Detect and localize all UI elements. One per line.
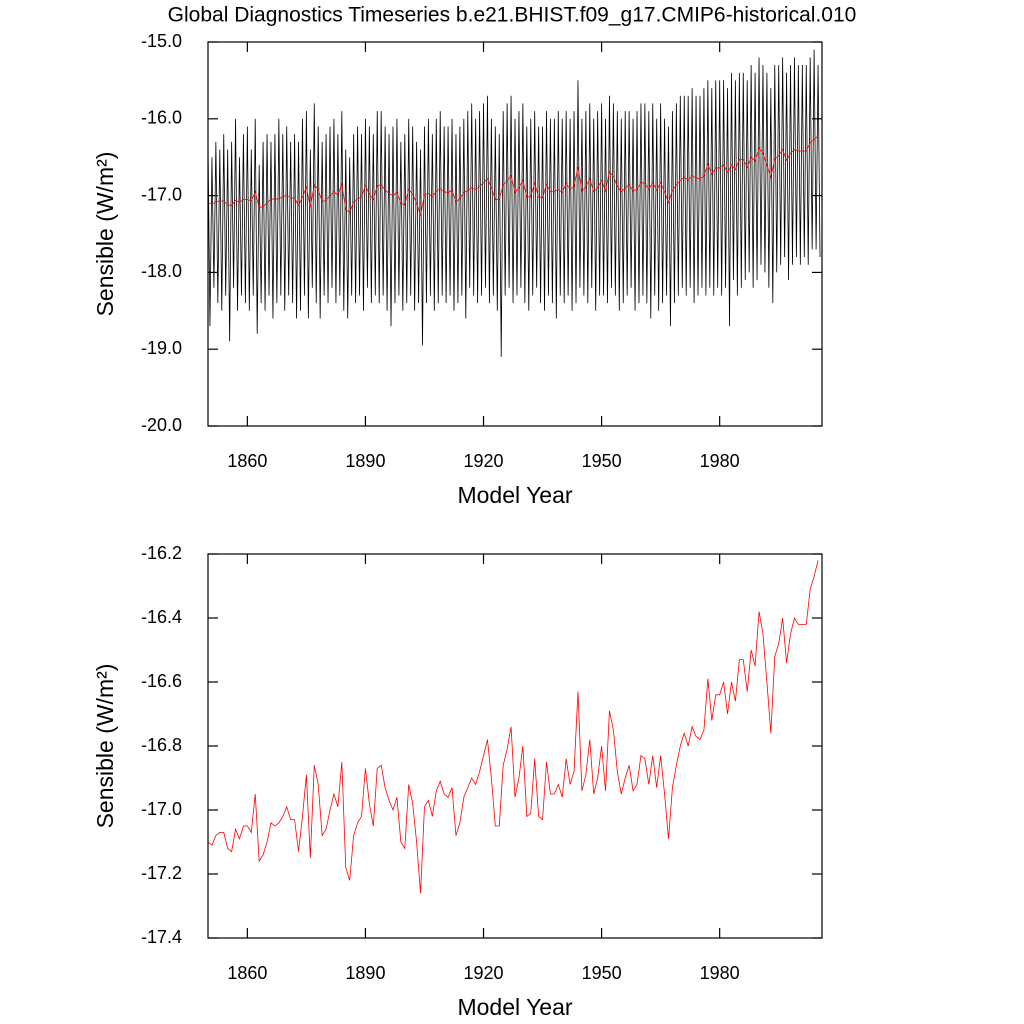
y-tick-label: -17.2 bbox=[141, 863, 182, 883]
x-tick-label: 1950 bbox=[582, 451, 622, 471]
x-tick-label: 1920 bbox=[463, 451, 503, 471]
y-axis-label: Sensible (W/m²) bbox=[92, 152, 118, 317]
x-tick-label: 1890 bbox=[345, 963, 385, 983]
y-tick-label: -18.0 bbox=[141, 261, 182, 281]
y-tick-label: -16.0 bbox=[141, 108, 182, 128]
chart-title: Global Diagnostics Timeseries b.e21.BHIS… bbox=[168, 4, 857, 27]
y-tick-label: -17.4 bbox=[141, 927, 182, 947]
x-axis-label: Model Year bbox=[457, 482, 572, 508]
plot-frame bbox=[207, 41, 823, 427]
y-tick-label: -17.0 bbox=[141, 184, 182, 204]
y-tick-label: -17.0 bbox=[141, 799, 182, 819]
x-tick-label: 1860 bbox=[227, 451, 267, 471]
data-line bbox=[207, 49, 821, 357]
y-tick-label: -15.0 bbox=[141, 31, 182, 51]
x-tick-label: 1980 bbox=[700, 963, 740, 983]
x-tick-label: 1890 bbox=[345, 451, 385, 471]
y-tick-label: -16.6 bbox=[141, 671, 182, 691]
plot-frame bbox=[207, 553, 823, 939]
y-tick-label: -16.4 bbox=[141, 607, 182, 627]
y-tick-label: -16.2 bbox=[141, 543, 182, 563]
y-tick-label: -19.0 bbox=[141, 338, 182, 358]
y-tick-label: -16.8 bbox=[141, 735, 182, 755]
data-line bbox=[207, 560, 819, 894]
x-axis-label: Model Year bbox=[457, 994, 572, 1020]
x-tick-label: 1920 bbox=[463, 963, 503, 983]
x-tick-label: 1950 bbox=[582, 963, 622, 983]
x-tick-label: 1980 bbox=[700, 451, 740, 471]
data-line bbox=[207, 135, 819, 216]
y-tick-label: -20.0 bbox=[141, 415, 182, 435]
y-axis-label: Sensible (W/m²) bbox=[92, 664, 118, 829]
x-tick-label: 1860 bbox=[227, 963, 267, 983]
